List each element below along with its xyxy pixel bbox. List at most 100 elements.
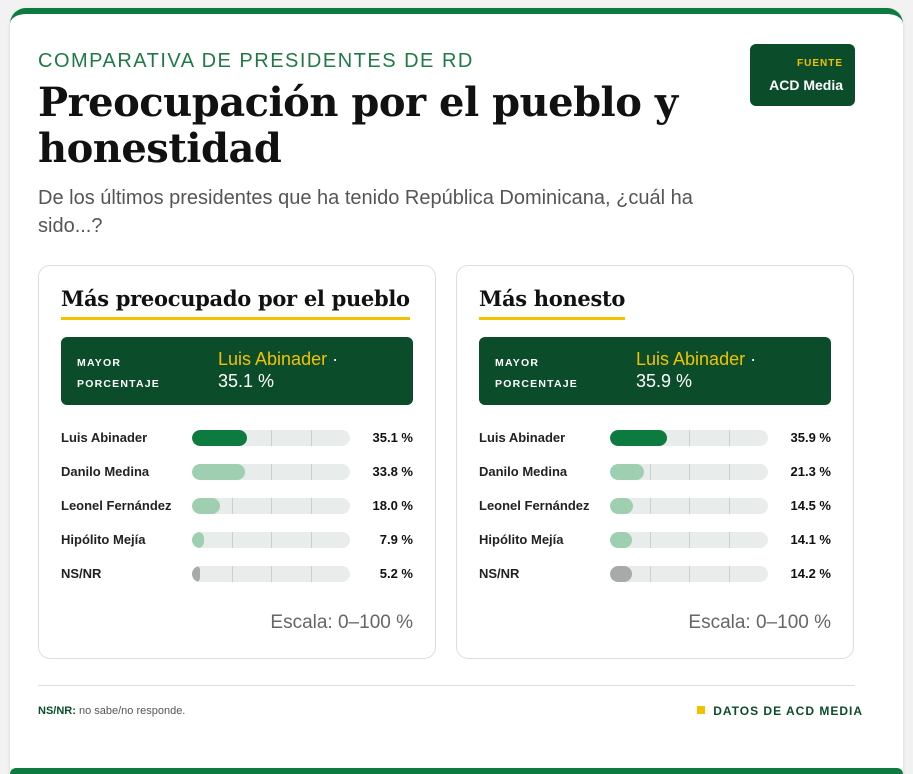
gridline xyxy=(271,532,272,548)
gridline xyxy=(650,566,651,582)
leader-name-text: Luis Abinader xyxy=(218,349,328,369)
source-name: ACD Media xyxy=(769,77,843,93)
bar-value-label: 14.2 % xyxy=(790,566,831,581)
bar-value-label: 5.2 % xyxy=(379,566,413,581)
scale-label: Escala: 0–100 % xyxy=(688,612,831,633)
bar-track xyxy=(192,430,350,446)
bar xyxy=(610,566,632,582)
bar-row: Luis Abinader 35.1 % xyxy=(61,424,413,458)
bar-row: Hipólito Mejía 14.1 % xyxy=(479,526,831,560)
gridline xyxy=(311,498,312,514)
gridline xyxy=(689,566,690,582)
leader-value: 35.1 % xyxy=(218,371,275,391)
gridline xyxy=(689,532,690,548)
bar-track xyxy=(610,566,768,582)
bar-track xyxy=(610,498,768,514)
bar-track xyxy=(192,532,350,548)
gridline xyxy=(271,566,272,582)
source-badge: FUENTE ACD Media xyxy=(750,44,855,106)
bar-row: Hipólito Mejía 7.9 % xyxy=(61,526,413,560)
gridline xyxy=(689,498,690,514)
gridline xyxy=(232,498,233,514)
leader-value: 35.9 % xyxy=(636,371,693,391)
gridline xyxy=(650,464,651,480)
gridline xyxy=(311,464,312,480)
footer-brand-text: DATOS DE ACD MEDIA xyxy=(713,704,863,718)
footer-divider xyxy=(38,685,855,686)
bar-value-label: 18.0 % xyxy=(372,498,413,513)
page-title: Preocupación por el pueblo y honestidad xyxy=(38,79,678,172)
gridline xyxy=(311,566,312,582)
panel-honesto: Más honesto MAYOR PORCENTAJE Luis Abinad… xyxy=(456,265,854,659)
bottom-accent-strip xyxy=(10,768,903,774)
bar-row: NS/NR 5.2 % xyxy=(61,560,413,594)
bar-label: Leonel Fernández xyxy=(479,498,590,513)
bar-value-label: 7.9 % xyxy=(379,532,413,547)
gridline xyxy=(271,498,272,514)
bar xyxy=(192,532,204,548)
gridline xyxy=(729,430,730,446)
footnote-text: no sabe/no responde. xyxy=(75,705,186,717)
footnote: NS/NR: no sabe/no responde. xyxy=(38,705,185,717)
leader-box: MAYOR PORCENTAJE Luis Abinader · 35.9 % xyxy=(479,337,831,405)
bar-row: Leonel Fernández 14.5 % xyxy=(479,492,831,526)
bar-label: Hipólito Mejía xyxy=(61,532,146,547)
leader-separator: · xyxy=(745,349,757,369)
bar-label: Leonel Fernández xyxy=(61,498,172,513)
bar-label: NS/NR xyxy=(61,566,102,581)
brand-square-icon xyxy=(697,706,706,714)
bar-track xyxy=(192,498,350,514)
gridline xyxy=(729,464,730,480)
panel-title: Más preocupado por el pueblo xyxy=(61,286,410,320)
gridline xyxy=(650,498,651,514)
gridline xyxy=(311,532,312,548)
bar xyxy=(610,532,632,548)
bar-row: Danilo Medina 33.8 % xyxy=(61,458,413,492)
bar-label: Luis Abinader xyxy=(61,430,148,445)
leader-name-text: Luis Abinader xyxy=(636,349,746,369)
leader-name: Luis Abinader · xyxy=(636,349,756,370)
gridline xyxy=(232,532,233,548)
bar xyxy=(192,498,220,514)
bar-value-label: 35.1 % xyxy=(372,430,413,445)
gridline xyxy=(689,464,690,480)
panel-title: Más honesto xyxy=(479,286,625,320)
bar-track xyxy=(192,464,350,480)
bar-value-label: 33.8 % xyxy=(372,464,413,479)
bar-value-label: 14.5 % xyxy=(790,498,831,513)
bar-row: Luis Abinader 35.9 % xyxy=(479,424,831,458)
bar-row: NS/NR 14.2 % xyxy=(479,560,831,594)
bar xyxy=(192,430,247,446)
bar xyxy=(610,430,667,446)
bar-rows: Luis Abinader 35.1 % Danilo Medina 33.8 % Le… xyxy=(61,424,413,594)
gridline xyxy=(271,430,272,446)
gridline xyxy=(232,566,233,582)
leader-box: MAYOR PORCENTAJE Luis Abinader · 35.1 % xyxy=(61,337,413,405)
bar-track xyxy=(610,430,768,446)
bar-label: Hipólito Mejía xyxy=(479,532,564,547)
page-subtitle: De los últimos presidentes que ha tenido… xyxy=(38,187,693,237)
scale-label: Escala: 0–100 % xyxy=(270,612,413,633)
bar-value-label: 14.1 % xyxy=(790,532,831,547)
gridline xyxy=(729,566,730,582)
bar-label: Danilo Medina xyxy=(479,464,568,479)
bar-label: Luis Abinader xyxy=(479,430,566,445)
leader-label: MAYOR PORCENTAJE xyxy=(495,357,578,390)
leader-label: MAYOR PORCENTAJE xyxy=(77,357,160,390)
bar-track xyxy=(192,566,350,582)
bar-label: NS/NR xyxy=(479,566,520,581)
bar-track xyxy=(610,464,768,480)
source-label: FUENTE xyxy=(797,58,843,69)
bar xyxy=(610,464,644,480)
bar-rows: Luis Abinader 35.9 % Danilo Medina 21.3 % Le… xyxy=(479,424,831,594)
bar-value-label: 21.3 % xyxy=(790,464,831,479)
gridline xyxy=(729,498,730,514)
gridline xyxy=(311,430,312,446)
bar-row: Leonel Fernández 18.0 % xyxy=(61,492,413,526)
footer-brand: DATOS DE ACD MEDIA xyxy=(697,704,863,718)
bar-value-label: 35.9 % xyxy=(790,430,831,445)
leader-name: Luis Abinader · xyxy=(218,349,338,370)
gridline xyxy=(271,464,272,480)
bar xyxy=(192,566,200,582)
bar-track xyxy=(610,532,768,548)
